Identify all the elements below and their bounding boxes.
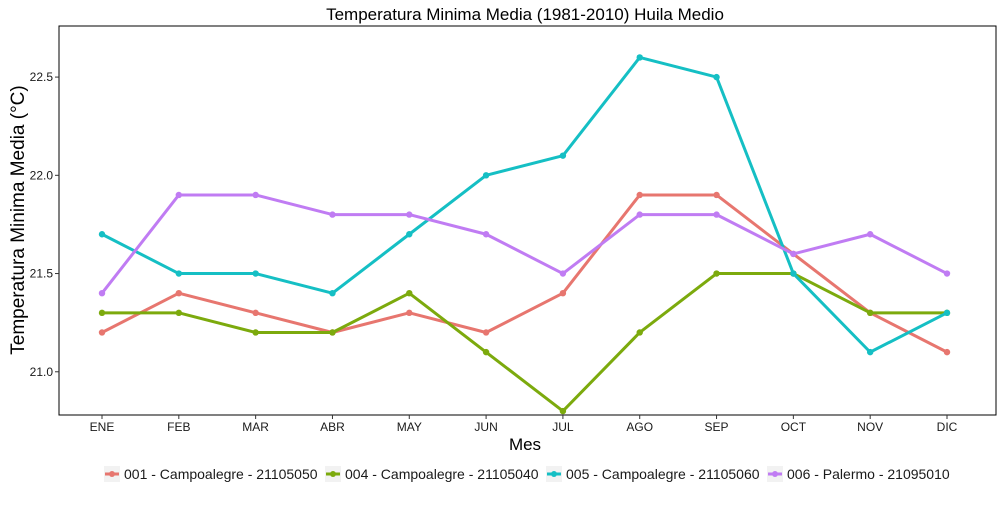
chart-title: Temperatura Minima Media (1981-2010) Hui… (326, 5, 724, 24)
legend-label: 005 - Campoalegre - 21105060 (566, 466, 760, 482)
data-point (98, 231, 106, 238)
x-tick-label: JUN (474, 420, 497, 434)
data-point (636, 191, 643, 199)
data-point (943, 309, 951, 317)
x-tick-label: MAY (397, 420, 422, 434)
series-line (101, 55, 948, 354)
plot-panel (58, 25, 997, 416)
legend-item: 004 - Campoalegre - 21105040 (325, 466, 539, 482)
data-point (406, 289, 413, 297)
y-tick-label: 21.0 (30, 365, 54, 379)
x-tick-label: JUL (552, 420, 574, 434)
series-3 (98, 54, 951, 356)
data-point (866, 231, 874, 238)
data-point (482, 329, 490, 336)
data-point (175, 191, 183, 199)
x-tick-label: SEP (705, 420, 729, 434)
legend: 001 - Campoalegre - 21105050 004 - Campoa… (104, 466, 950, 482)
data-point (98, 329, 106, 336)
data-point (636, 54, 643, 61)
data-point (98, 289, 106, 297)
data-point (175, 289, 183, 297)
data-point (406, 309, 413, 317)
data-point (329, 211, 336, 218)
data-point (329, 289, 336, 297)
y-tick-label: 22.5 (30, 70, 54, 84)
data-point (482, 231, 490, 238)
data-point (636, 329, 643, 336)
legend-item: 005 - Campoalegre - 21105060 (546, 466, 760, 482)
legend-item: 001 - Campoalegre - 21105050 (104, 466, 318, 482)
x-tick-label: ABR (320, 420, 345, 434)
x-tick-label: NOV (857, 420, 883, 434)
legend-label: 004 - Campoalegre - 21105040 (345, 466, 539, 482)
data-point (329, 329, 336, 336)
y-tick-label: 22.0 (30, 168, 54, 182)
data-point (713, 73, 720, 81)
data-point (559, 270, 567, 277)
data-point (406, 211, 413, 218)
data-point (252, 329, 259, 336)
data-point (713, 211, 720, 218)
series-layer (98, 54, 951, 415)
data-point (175, 309, 183, 317)
legend-label: 006 - Palermo - 21095010 (787, 466, 950, 482)
series-2 (98, 270, 951, 415)
data-point (175, 270, 183, 277)
data-point (713, 270, 720, 277)
data-point (559, 407, 567, 415)
data-point (559, 152, 567, 159)
series-line (102, 272, 947, 413)
data-point (252, 309, 259, 317)
data-point (98, 309, 106, 317)
data-point (252, 191, 259, 199)
x-tick-label: AGO (626, 420, 653, 434)
legend-key-point (772, 471, 778, 477)
x-tick-label: DIC (937, 420, 958, 434)
data-point (406, 231, 413, 238)
legend-key-point (551, 471, 557, 477)
legend-item: 006 - Palermo - 21095010 (767, 466, 950, 482)
data-point (636, 211, 643, 218)
data-point (713, 191, 720, 199)
series-line (100, 193, 948, 295)
y-tick-label: 21.5 (30, 267, 54, 281)
y-axis: 21.0 21.5 22.0 22.5 (30, 70, 59, 379)
data-point (943, 348, 951, 356)
series-4 (98, 191, 951, 297)
data-point (482, 172, 490, 179)
data-point (790, 270, 797, 277)
legend-key-point (109, 471, 115, 477)
data-point (252, 270, 259, 277)
x-axis-label: Mes (509, 435, 541, 454)
x-tick-label: OCT (781, 420, 807, 434)
legend-label: 001 - Campoalegre - 21105050 (124, 466, 318, 482)
data-point (559, 289, 567, 297)
legend-key-point (330, 471, 336, 477)
data-point (482, 348, 490, 356)
y-axis-label: Temperatura Minima Media (°C) (8, 85, 29, 354)
series-line (101, 193, 948, 354)
data-point (790, 250, 797, 258)
data-point (866, 309, 874, 317)
x-tick-label: FEB (167, 420, 190, 434)
x-tick-label: MAR (242, 420, 269, 434)
x-tick-label: ENE (90, 420, 115, 434)
data-point (866, 348, 874, 356)
x-axis: ENE FEB MAR ABR MAY JUN JUL AGO SEP OCT NOV DIC (90, 415, 958, 434)
data-point (943, 270, 951, 277)
